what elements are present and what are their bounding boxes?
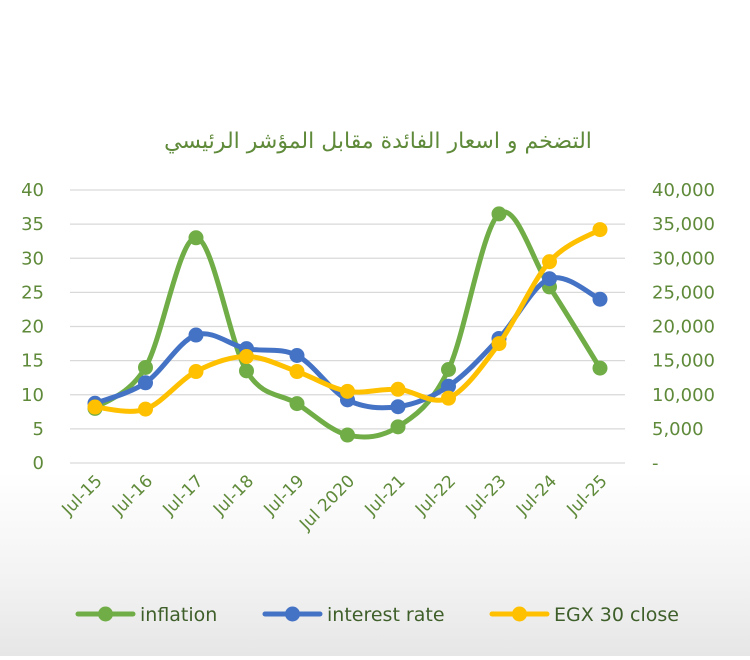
data-point bbox=[138, 359, 153, 375]
chart-title: التضخم و اسعار الفائدة مقابل المؤشر الرئ… bbox=[164, 129, 592, 154]
legend: inflation interest rate EGX 30 close bbox=[75, 604, 679, 626]
legend-item: interest rate bbox=[262, 604, 445, 626]
data-point bbox=[390, 399, 406, 415]
legend-item: inflation bbox=[75, 604, 217, 626]
x-axis-tick-label: Jul 2020 bbox=[295, 471, 359, 535]
left-axis-tick-label: 30 bbox=[21, 248, 44, 269]
right-axis-tick-label: - bbox=[652, 453, 659, 474]
x-axis-tick-label: Jul-23 bbox=[462, 471, 511, 520]
left-axis-tick-label: 20 bbox=[21, 317, 44, 338]
x-axis-tick-label: Jul-24 bbox=[512, 471, 561, 520]
data-point bbox=[289, 364, 305, 380]
legend-marker bbox=[285, 606, 300, 622]
data-point bbox=[491, 206, 507, 222]
legend-marker bbox=[98, 606, 113, 622]
data-point bbox=[592, 222, 608, 238]
data-point bbox=[289, 348, 305, 364]
left-axis-tick-label: 5 bbox=[33, 419, 44, 440]
x-axis-tick-label: Jul-19 bbox=[260, 471, 309, 520]
right-axis-tick-label: 15,000 bbox=[652, 351, 715, 372]
right-axis-tick-label: 5,000 bbox=[652, 419, 704, 440]
data-point bbox=[542, 271, 557, 287]
data-point bbox=[390, 381, 406, 397]
x-axis-tick-label: Jul-25 bbox=[563, 471, 612, 520]
x-axis-tick-label: Jul-15 bbox=[58, 471, 107, 520]
legend-item: EGX 30 close bbox=[489, 604, 679, 626]
right-axis-tick-label: 20,000 bbox=[652, 317, 715, 338]
x-axis-tick-label: Jul-22 bbox=[411, 471, 460, 520]
right-axis-tick-label: 25,000 bbox=[652, 282, 715, 303]
right-axis-tick-label: 10,000 bbox=[652, 385, 715, 406]
x-axis-tick-label: Jul-21 bbox=[361, 471, 410, 520]
x-axis-tick-label: Jul-16 bbox=[108, 471, 157, 520]
right-axis-tick-label: 30,000 bbox=[652, 248, 715, 269]
left-axis-tick-label: 15 bbox=[21, 351, 44, 372]
data-point bbox=[592, 360, 608, 376]
data-point bbox=[188, 364, 204, 380]
data-point bbox=[239, 349, 254, 365]
data-point bbox=[188, 230, 204, 246]
x-axis-tick-label: Jul-17 bbox=[159, 471, 208, 520]
left-axis-tick-label: 0 bbox=[33, 453, 44, 474]
series-egx-30-close bbox=[87, 222, 608, 417]
right-axis-tick-label: 40,000 bbox=[652, 180, 715, 201]
legend-label: interest rate bbox=[327, 604, 445, 626]
data-point bbox=[340, 427, 355, 443]
legend-label: inflation bbox=[140, 604, 217, 626]
left-axis-tick-label: 25 bbox=[21, 282, 44, 303]
x-axis-tick-label: Jul-18 bbox=[209, 471, 258, 520]
data-point bbox=[592, 291, 608, 307]
data-point bbox=[138, 401, 153, 417]
data-point bbox=[441, 390, 456, 406]
data-point bbox=[138, 375, 153, 391]
legend-marker bbox=[512, 606, 527, 622]
series-group bbox=[87, 206, 608, 443]
right-axis: - 5,000 10,000 15,000 20,000 25,000 30,000 35,0… bbox=[652, 180, 715, 474]
left-axis: 0 5 10 15 20 25 30 35 40 bbox=[21, 180, 44, 474]
grid bbox=[70, 189, 625, 464]
data-point bbox=[441, 378, 456, 394]
legend-label: EGX 30 close bbox=[554, 604, 679, 626]
data-point bbox=[289, 396, 305, 412]
left-axis-tick-label: 10 bbox=[21, 385, 44, 406]
data-point bbox=[87, 399, 103, 415]
data-point bbox=[340, 383, 355, 399]
data-point bbox=[390, 419, 406, 435]
data-point bbox=[491, 336, 507, 352]
right-axis-tick-label: 35,000 bbox=[652, 214, 715, 235]
data-point bbox=[441, 361, 456, 377]
left-axis-tick-label: 35 bbox=[21, 214, 44, 235]
left-axis-tick-label: 40 bbox=[21, 180, 44, 201]
data-point bbox=[239, 363, 254, 379]
data-point bbox=[542, 254, 557, 270]
data-point bbox=[188, 327, 204, 343]
